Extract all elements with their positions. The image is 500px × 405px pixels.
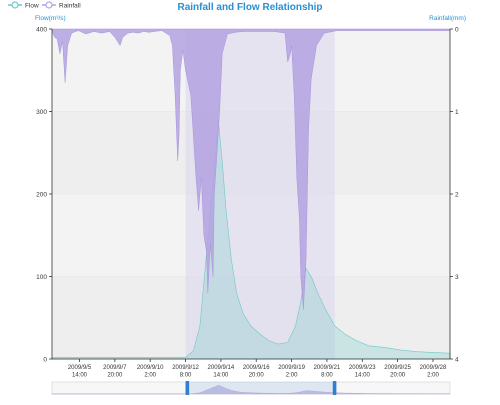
legend: Flow Rainfall [8,1,81,10]
left-tick-label: 0 [43,356,47,363]
x-tick-label: 2:00 [427,373,439,379]
axes-layer: 0 100 200 300 400 0 1 2 3 4 2009/9/5 14:00 2009/9/7 2… [36,26,459,378]
x-tick-label: 14:00 [213,373,229,379]
x-tick-label: 8:00 [180,373,192,379]
grid-band [52,194,450,277]
legend-marker-flow [11,1,19,9]
x-tick-label: 20:00 [390,373,406,379]
chart-title: Rainfall and Flow Relationship [177,2,322,13]
x-tick-label: 2009/9/16 [243,365,270,371]
x-tick-label: 2:00 [286,373,298,379]
left-tick-label: 100 [36,274,47,281]
left-tick-label: 300 [36,109,47,116]
x-tick-label: 20:00 [107,373,123,379]
legend-item-rainfall[interactable]: Rainfall [42,1,81,10]
left-axis-label: Flow(m³/s) [35,15,66,22]
grid-band [52,111,450,194]
flow-area [51,119,451,360]
right-tick-label: 0 [455,26,459,33]
x-tick-label: 2009/9/25 [384,365,411,371]
x-tick-label: 2009/9/23 [349,365,376,371]
right-tick-label: 2 [455,191,459,198]
x-tick-label: 2009/9/21 [314,365,341,371]
left-tick-label: 200 [36,191,47,198]
x-tick-label: 2009/9/14 [208,365,235,371]
datazoom-window [187,382,335,394]
x-tick-label: 2009/9/10 [137,365,164,371]
x-tick-label: 8:00 [321,373,333,379]
rainfall-area [51,28,451,310]
right-axis-label: Rainfall(mm) [429,15,466,22]
grid-band [52,276,450,359]
right-tick-label: 4 [455,356,459,363]
datazoom-handle-start[interactable] [185,381,190,395]
datazoom-slider[interactable] [51,381,451,395]
legend-marker-rainfall [45,1,53,9]
x-tick-label: 2009/9/12 [172,365,199,371]
x-tick-label: 14:00 [355,373,371,379]
x-tick-label: 2009/9/28 [420,365,447,371]
x-tick-label: 2009/9/7 [103,365,127,371]
series-layer [51,28,451,360]
left-tick-label: 400 [36,26,47,33]
datazoom-handle-end[interactable] [332,381,337,395]
legend-item-flow[interactable]: Flow [8,1,39,10]
legend-label-rainfall: Rainfall [59,3,81,10]
x-tick-label: 14:00 [72,373,88,379]
datazoom-preview [51,385,451,395]
legend-label-flow: Flow [25,3,39,10]
right-tick-label: 1 [455,109,459,116]
x-tick-label: 20:00 [249,373,265,379]
x-tick-label: 2:00 [144,373,156,379]
x-tick-label: 2009/9/5 [68,365,92,371]
x-tick-label: 2009/9/19 [278,365,305,371]
right-tick-label: 3 [455,274,459,281]
